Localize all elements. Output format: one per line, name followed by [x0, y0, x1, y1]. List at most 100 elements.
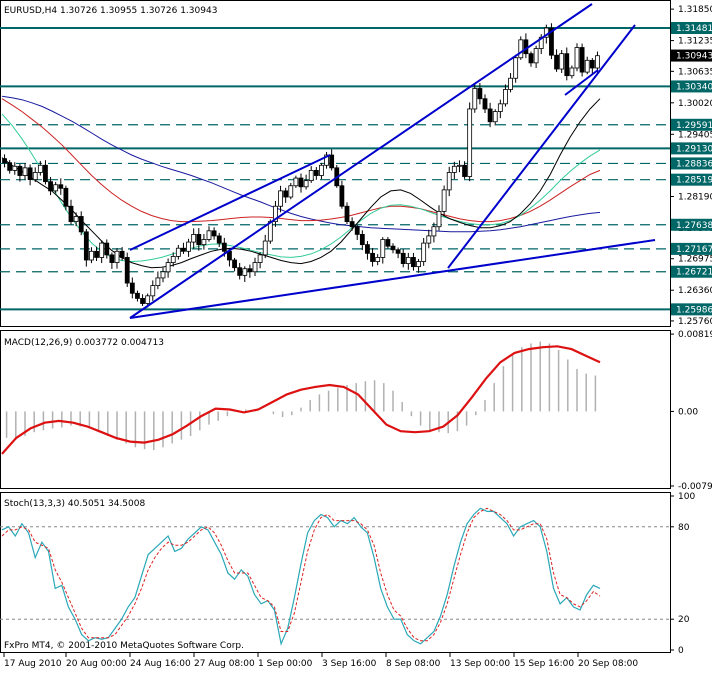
x-tick-label: 20 Sep 08:00 [578, 659, 638, 669]
candle-down [589, 59, 595, 69]
candle-up [472, 88, 478, 110]
level-label-box [671, 22, 712, 35]
candle-up [451, 165, 457, 173]
candle-down [68, 205, 74, 223]
level-label: 1.25986 [676, 305, 712, 315]
level-label: 1.27167 [676, 245, 712, 255]
candle-down [181, 247, 186, 252]
candle-up [242, 268, 248, 276]
candle-down [119, 250, 125, 258]
level-label-box [671, 218, 712, 231]
candle-up [467, 108, 473, 177]
candle-up [99, 242, 105, 258]
candle-up [319, 164, 324, 176]
stoch-panel-frame [0, 492, 671, 653]
trend-line [447, 24, 636, 269]
candle-up [160, 271, 166, 279]
x-tick-label: 1 Sep 00:00 [258, 659, 313, 669]
candle-down [237, 267, 243, 276]
candle-up [278, 190, 283, 207]
stoch-tick-label: 80 [678, 523, 690, 533]
candle-up [201, 239, 207, 246]
x-tick-label: 27 Aug 08:00 [194, 659, 255, 669]
candle-up [273, 205, 278, 223]
level-label-box [671, 173, 712, 186]
candle-down [385, 239, 391, 247]
candle-up [584, 59, 590, 73]
candle-down [349, 221, 355, 228]
level-label-box [671, 142, 712, 155]
candle-up [497, 103, 503, 112]
stoch-title: Stoch(13,3,3) 40.5051 34.5008 [4, 499, 145, 509]
level-label-box [671, 303, 712, 316]
candle-up [405, 257, 411, 264]
candle-up [186, 241, 191, 252]
candle-down [63, 187, 69, 207]
candle-down [579, 47, 585, 73]
candle-up [206, 230, 212, 240]
x-tick-label: 15 Sep 16:00 [514, 659, 574, 669]
candle-down [359, 233, 365, 246]
candle-down [354, 226, 360, 235]
candle-down [390, 245, 396, 251]
candle-up [416, 261, 421, 268]
trend-line [129, 239, 656, 319]
level-label-box [671, 80, 712, 93]
candle-up [446, 172, 452, 191]
candle-up [324, 154, 329, 166]
candle-down [48, 181, 53, 192]
candle-up [175, 247, 181, 257]
level-label: 1.30943 [676, 52, 712, 62]
candle-up [308, 169, 314, 182]
macd-panel-frame [0, 330, 671, 489]
level-label-box [671, 265, 712, 278]
level-label: 1.29130 [676, 144, 712, 154]
candle-up [37, 164, 43, 173]
candle-up [518, 39, 524, 59]
trend-line [564, 69, 599, 96]
x-tick-label: 3 Sep 16:00 [322, 659, 377, 669]
level-label-box [671, 242, 712, 255]
candle-down [462, 164, 467, 177]
candle-up [421, 242, 427, 262]
price-tick-label: 1.29405 [678, 130, 712, 140]
candle-down [487, 108, 493, 123]
candle-down [104, 242, 110, 256]
level-label: 1.30340 [676, 82, 712, 92]
level-label: 1.28519 [676, 176, 712, 186]
candle-up [12, 165, 18, 171]
candle-down [313, 169, 319, 176]
candle-down [211, 230, 217, 237]
candle-down [365, 244, 370, 254]
candle-up [559, 53, 565, 70]
x-tick-label: 17 Aug 2010 [4, 659, 62, 669]
trend-line [129, 154, 331, 251]
trend-line [129, 3, 593, 319]
macd-tick-label: -0.00790 [678, 482, 712, 492]
candle-up [492, 111, 498, 123]
candle-down [43, 164, 48, 183]
candle-down [247, 268, 253, 273]
symbol-header: EURUSD,H4 1.30726 1.30955 1.30726 1.3094… [4, 6, 217, 16]
price-tick-label: 1.30635 [678, 67, 712, 77]
candle-down [411, 257, 416, 268]
price-tick-label: 1.25760 [678, 317, 712, 327]
candle-up [262, 240, 268, 256]
candle-up [170, 256, 176, 263]
candle-down [129, 282, 135, 294]
candle-up [53, 184, 59, 192]
candle-up [257, 254, 263, 263]
candle-down [27, 167, 33, 181]
candle-up [538, 36, 544, 49]
candle-up [145, 295, 151, 304]
candle-down [83, 231, 89, 261]
candle-up [32, 172, 38, 181]
candle-down [554, 54, 559, 70]
ma-slow-line [1, 95, 601, 233]
candle-down [400, 252, 406, 264]
candle-up [114, 250, 120, 263]
candle-up [503, 89, 508, 105]
candle-up [569, 67, 575, 77]
